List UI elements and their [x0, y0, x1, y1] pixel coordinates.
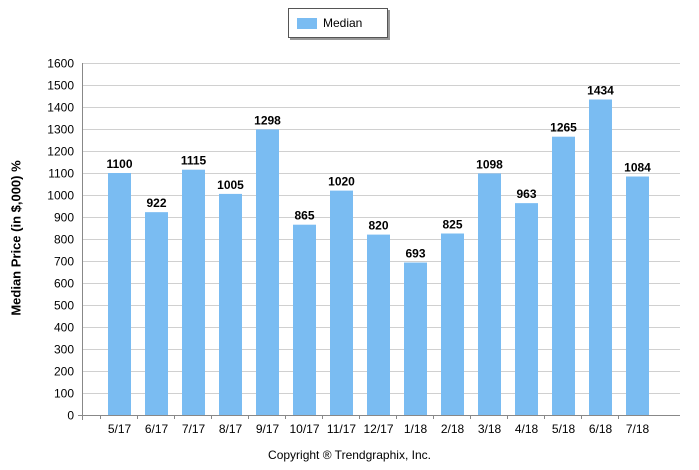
x-tick-label: 2/18: [441, 422, 465, 436]
x-tick-label: 5/18: [552, 422, 576, 436]
y-tick-label: 1100: [48, 167, 74, 181]
y-tick-label: 1600: [47, 57, 74, 71]
bar: [589, 99, 612, 416]
bar-value-label: 963: [516, 187, 536, 201]
bar: [293, 224, 316, 415]
y-tick-label: 700: [54, 255, 74, 269]
bar-value-label: 1298: [254, 113, 281, 127]
y-tick-label: 200: [54, 365, 74, 379]
x-tick-label: 5/17: [108, 422, 132, 436]
bar: [441, 233, 464, 415]
y-tick-label: 1300: [47, 123, 74, 137]
y-tick-label: 0: [67, 409, 74, 423]
y-tick-label: 600: [54, 277, 74, 291]
x-tick-label: 7/17: [182, 422, 206, 436]
bar: [626, 176, 649, 415]
bar: [367, 234, 390, 415]
x-tick-label: 6/18: [589, 422, 613, 436]
x-tick-label: 3/18: [478, 422, 502, 436]
bar: [256, 129, 279, 415]
bar: [515, 203, 538, 415]
y-tick-label: 1200: [47, 145, 74, 159]
bar-value-label: 865: [294, 209, 314, 223]
y-tick-label: 800: [54, 233, 74, 247]
y-tick-label: 1000: [47, 189, 74, 203]
bar: [182, 169, 205, 415]
x-tick-label: 12/17: [363, 422, 393, 436]
y-tick-label: 100: [54, 387, 74, 401]
chart-legend: Median: [288, 8, 388, 38]
y-tick-label: 1500: [47, 79, 74, 93]
bar-value-label: 1005: [217, 178, 244, 192]
y-tick-label: 900: [54, 211, 74, 225]
x-tick-label: 4/18: [515, 422, 539, 436]
bar-value-label: 1098: [476, 157, 503, 171]
bar-value-label: 825: [442, 218, 462, 232]
bar: [404, 262, 427, 415]
bar: [552, 136, 575, 415]
bar-value-label: 1100: [106, 157, 132, 171]
bar-value-label: 1020: [328, 175, 355, 189]
legend-label-median: Median: [323, 16, 363, 30]
bar: [330, 190, 353, 415]
copyright-footer: Copyright ® Trendgraphix, Inc.: [268, 448, 431, 462]
x-tick-label: 11/17: [327, 422, 356, 436]
x-tick-label: 6/17: [145, 422, 169, 436]
bar: [219, 193, 242, 415]
y-tick-label: 300: [54, 343, 74, 357]
x-tick-label: 8/17: [219, 422, 243, 436]
legend-swatch-median: [297, 17, 317, 29]
x-tick-label: 10/17: [289, 422, 319, 436]
y-tick-label: 400: [54, 321, 74, 335]
x-tick-label: 1/18: [404, 422, 428, 436]
y-tick-label: 500: [54, 299, 74, 313]
bar-value-label: 820: [368, 219, 388, 233]
bar-value-label: 1434: [587, 84, 614, 98]
bar: [145, 212, 168, 415]
y-tick-label: 1400: [47, 101, 74, 115]
bar-value-label: 1115: [181, 154, 207, 168]
bar-value-label: 1084: [624, 161, 651, 175]
bar-value-label: 922: [146, 196, 166, 210]
x-tick-label: 7/18: [626, 422, 650, 436]
bar: [108, 173, 131, 415]
bar-value-label: 1265: [550, 121, 577, 135]
bar-value-label: 693: [405, 247, 425, 261]
x-tick-label: 9/17: [256, 422, 280, 436]
bar: [478, 173, 501, 415]
